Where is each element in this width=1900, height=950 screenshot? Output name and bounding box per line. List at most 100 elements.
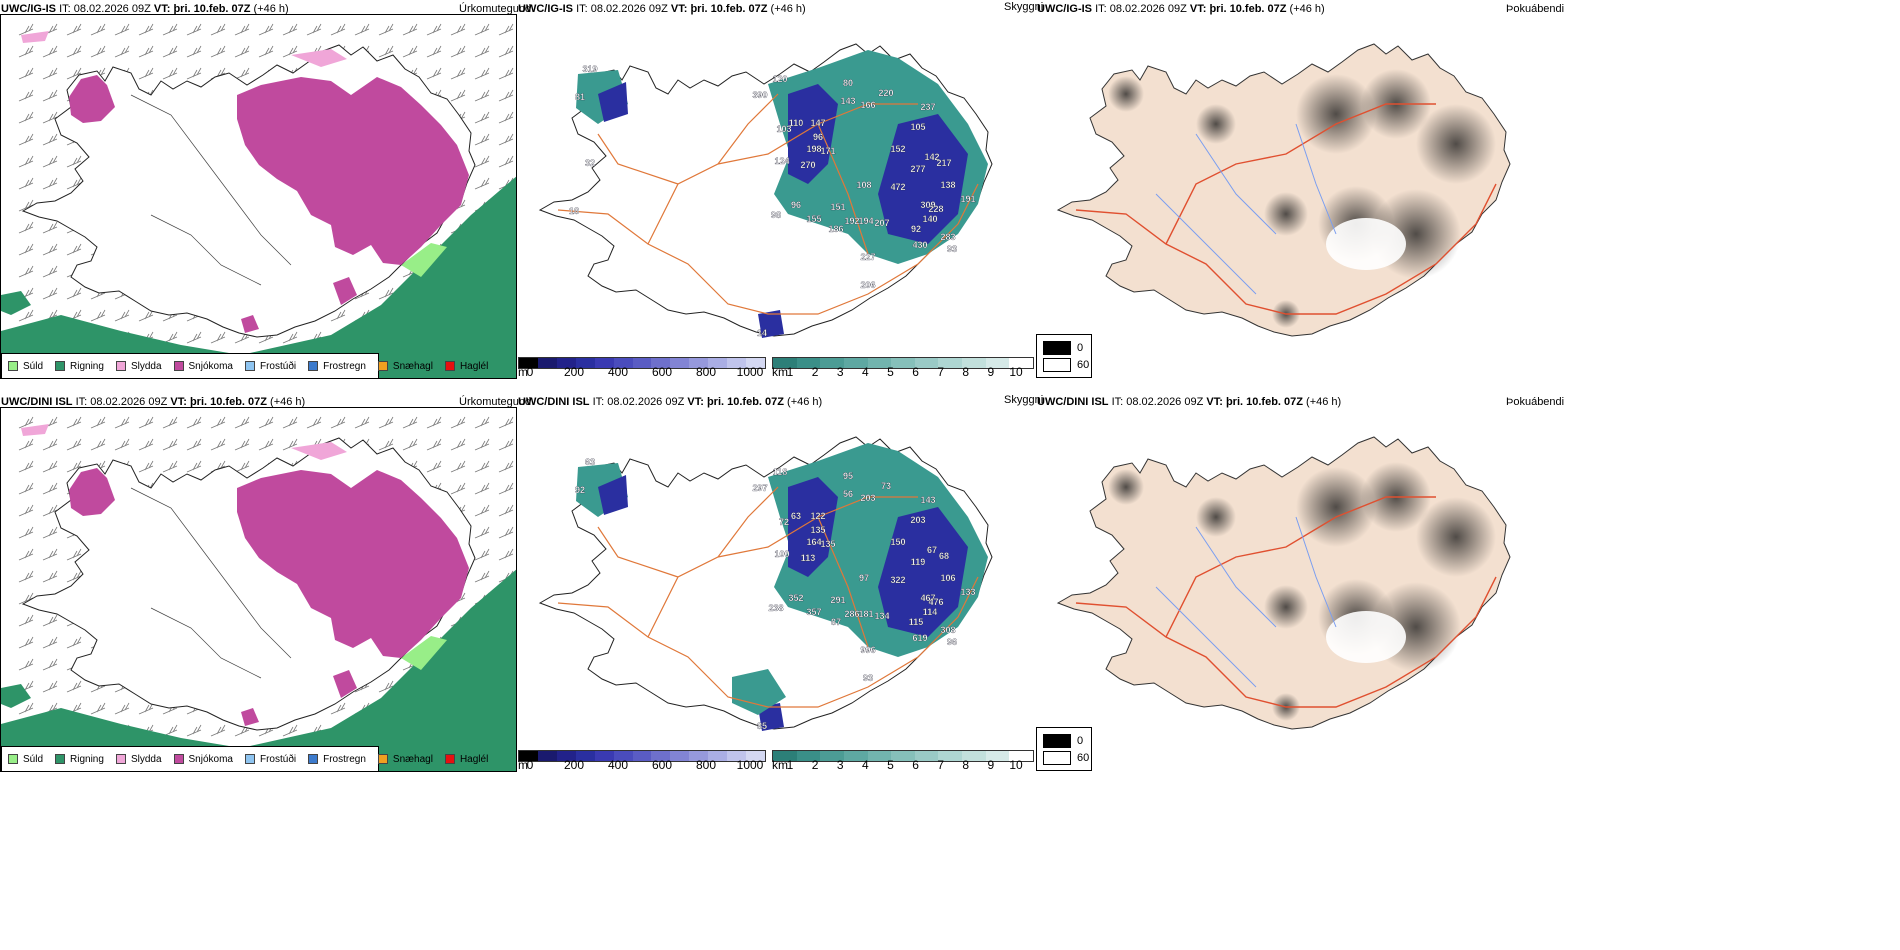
low-visibility-area <box>598 82 628 122</box>
wind-barb <box>426 67 442 80</box>
legend-item: Súld <box>8 754 43 765</box>
legend-swatch <box>444 361 455 371</box>
fog-map-canvas <box>1056 43 1511 337</box>
visibility-label: 133 <box>960 587 975 597</box>
wind-barb <box>18 67 34 80</box>
visibility-label: 63 <box>585 457 595 467</box>
wind-barb <box>330 702 346 715</box>
visibility-label: 270 <box>800 160 815 170</box>
visibility-label: 85 <box>757 721 767 731</box>
legend-swatch <box>55 754 66 764</box>
fog-patch <box>1196 104 1236 144</box>
wind-barb <box>258 438 274 451</box>
colorbar-segment <box>727 751 747 761</box>
colorbar-segment <box>867 358 892 368</box>
wind-barb <box>90 309 106 322</box>
wind-barb <box>210 331 226 344</box>
wind-barb <box>66 416 82 429</box>
wind-barb <box>210 724 226 737</box>
visibility-label: 115 <box>909 617 924 627</box>
wind-barb <box>378 287 394 300</box>
river-network <box>1155 516 1337 688</box>
tick-label: 0 <box>526 365 534 379</box>
visibility-label: 277 <box>910 164 925 174</box>
wind-barb <box>402 416 418 429</box>
tick-label: 200 <box>563 758 585 772</box>
glacier <box>1326 218 1406 270</box>
wind-barb <box>426 45 442 58</box>
wind-barb <box>18 548 34 561</box>
visibility-label: 291 <box>830 595 845 605</box>
visibility-label: 220 <box>878 88 893 98</box>
fog-patch <box>1296 467 1376 547</box>
legend-item: Rigning <box>55 754 104 765</box>
colorbar-segment <box>985 358 1010 368</box>
colorbar-segment <box>843 358 868 368</box>
tick-label: 9 <box>987 758 995 772</box>
visibility-ticks: 1 2 3 4 5 6 7 8 9 10 <box>787 365 1023 379</box>
low-visibility-area <box>878 114 968 244</box>
fog-legend-low-label: 0 <box>1077 342 1084 354</box>
visibility-label: 151 <box>830 202 845 212</box>
fog-title: Þokuábendi <box>1506 396 1565 408</box>
wind-barb <box>66 45 82 58</box>
wind-barb <box>18 133 34 146</box>
visibility-label: 164 <box>806 537 821 547</box>
visibility-label: 103 <box>776 124 791 134</box>
legend-item: Súld <box>8 361 43 372</box>
visibility-label: 73 <box>881 481 891 491</box>
precip-legend: Súld Rigning Slydda Snjókoma Frostúði Frostre… <box>1 353 488 378</box>
visibility-label: 227 <box>860 252 875 262</box>
precip-type-map-ig: Súld Rigning Slydda Snjókoma Frostúði Frostre… <box>0 14 517 379</box>
visibility-label: 142 <box>924 152 939 162</box>
precip-legend: Súld Rigning Slydda Snjókoma Frostúði Frostre… <box>1 746 488 771</box>
height-ticks: 0 200 400 600 800 1000 <box>527 758 764 772</box>
visibility-label: 32 <box>585 158 595 168</box>
fog-legend-swatch-high <box>1043 751 1071 765</box>
legend-label: Súld <box>23 360 44 372</box>
visibility-label: 80 <box>843 78 853 88</box>
visibility-label: 63 <box>791 511 801 521</box>
fog-patch <box>1296 74 1376 154</box>
precip-header: UWC/IG-IS IT: 08.02.2026 09Z VT: þri. 10… <box>1 3 289 15</box>
wind-barb <box>18 155 34 168</box>
visibility-label: 467 <box>920 593 935 603</box>
legend-label: Slydda <box>130 753 162 765</box>
wind-barb <box>306 23 322 36</box>
wind-barb <box>138 460 154 473</box>
snow-area <box>237 77 469 265</box>
visibility-label: 352 <box>788 593 803 603</box>
visibility-header: UWC/DINI ISL IT: 08.02.2026 09Z VT: þri.… <box>518 396 823 408</box>
wind-barb <box>90 45 106 58</box>
tick-label: 600 <box>651 365 673 379</box>
legend-swatch <box>377 361 388 371</box>
river-network <box>1155 123 1337 295</box>
snow-area <box>333 277 357 305</box>
wind-barb <box>354 23 370 36</box>
wind-barb <box>474 504 490 517</box>
wind-barb <box>474 111 490 124</box>
wind-barb <box>450 23 466 36</box>
wind-barb <box>402 438 418 451</box>
legend-item: Snjókoma <box>173 360 233 372</box>
colorbar-segment <box>796 751 821 761</box>
wind-barb <box>66 67 82 80</box>
wind-barb <box>378 23 394 36</box>
wind-barb <box>234 45 250 58</box>
wind-barb <box>234 460 250 473</box>
visibility-label: 996 <box>860 645 875 655</box>
legend-label: Frostregn <box>323 753 366 765</box>
tick-label: 400 <box>607 758 629 772</box>
terrain-contour <box>150 607 262 679</box>
legend-label: Snjókoma <box>188 360 233 372</box>
wind-barb <box>378 438 394 451</box>
wind-barb <box>498 45 514 58</box>
wind-barb <box>498 438 514 451</box>
wind-barb <box>186 438 202 451</box>
wind-barb <box>18 438 34 451</box>
visibility-label: 357 <box>806 607 821 617</box>
wind-barb <box>42 680 58 693</box>
legend-item: Frostúði <box>244 361 296 372</box>
wind-barb <box>474 438 490 451</box>
